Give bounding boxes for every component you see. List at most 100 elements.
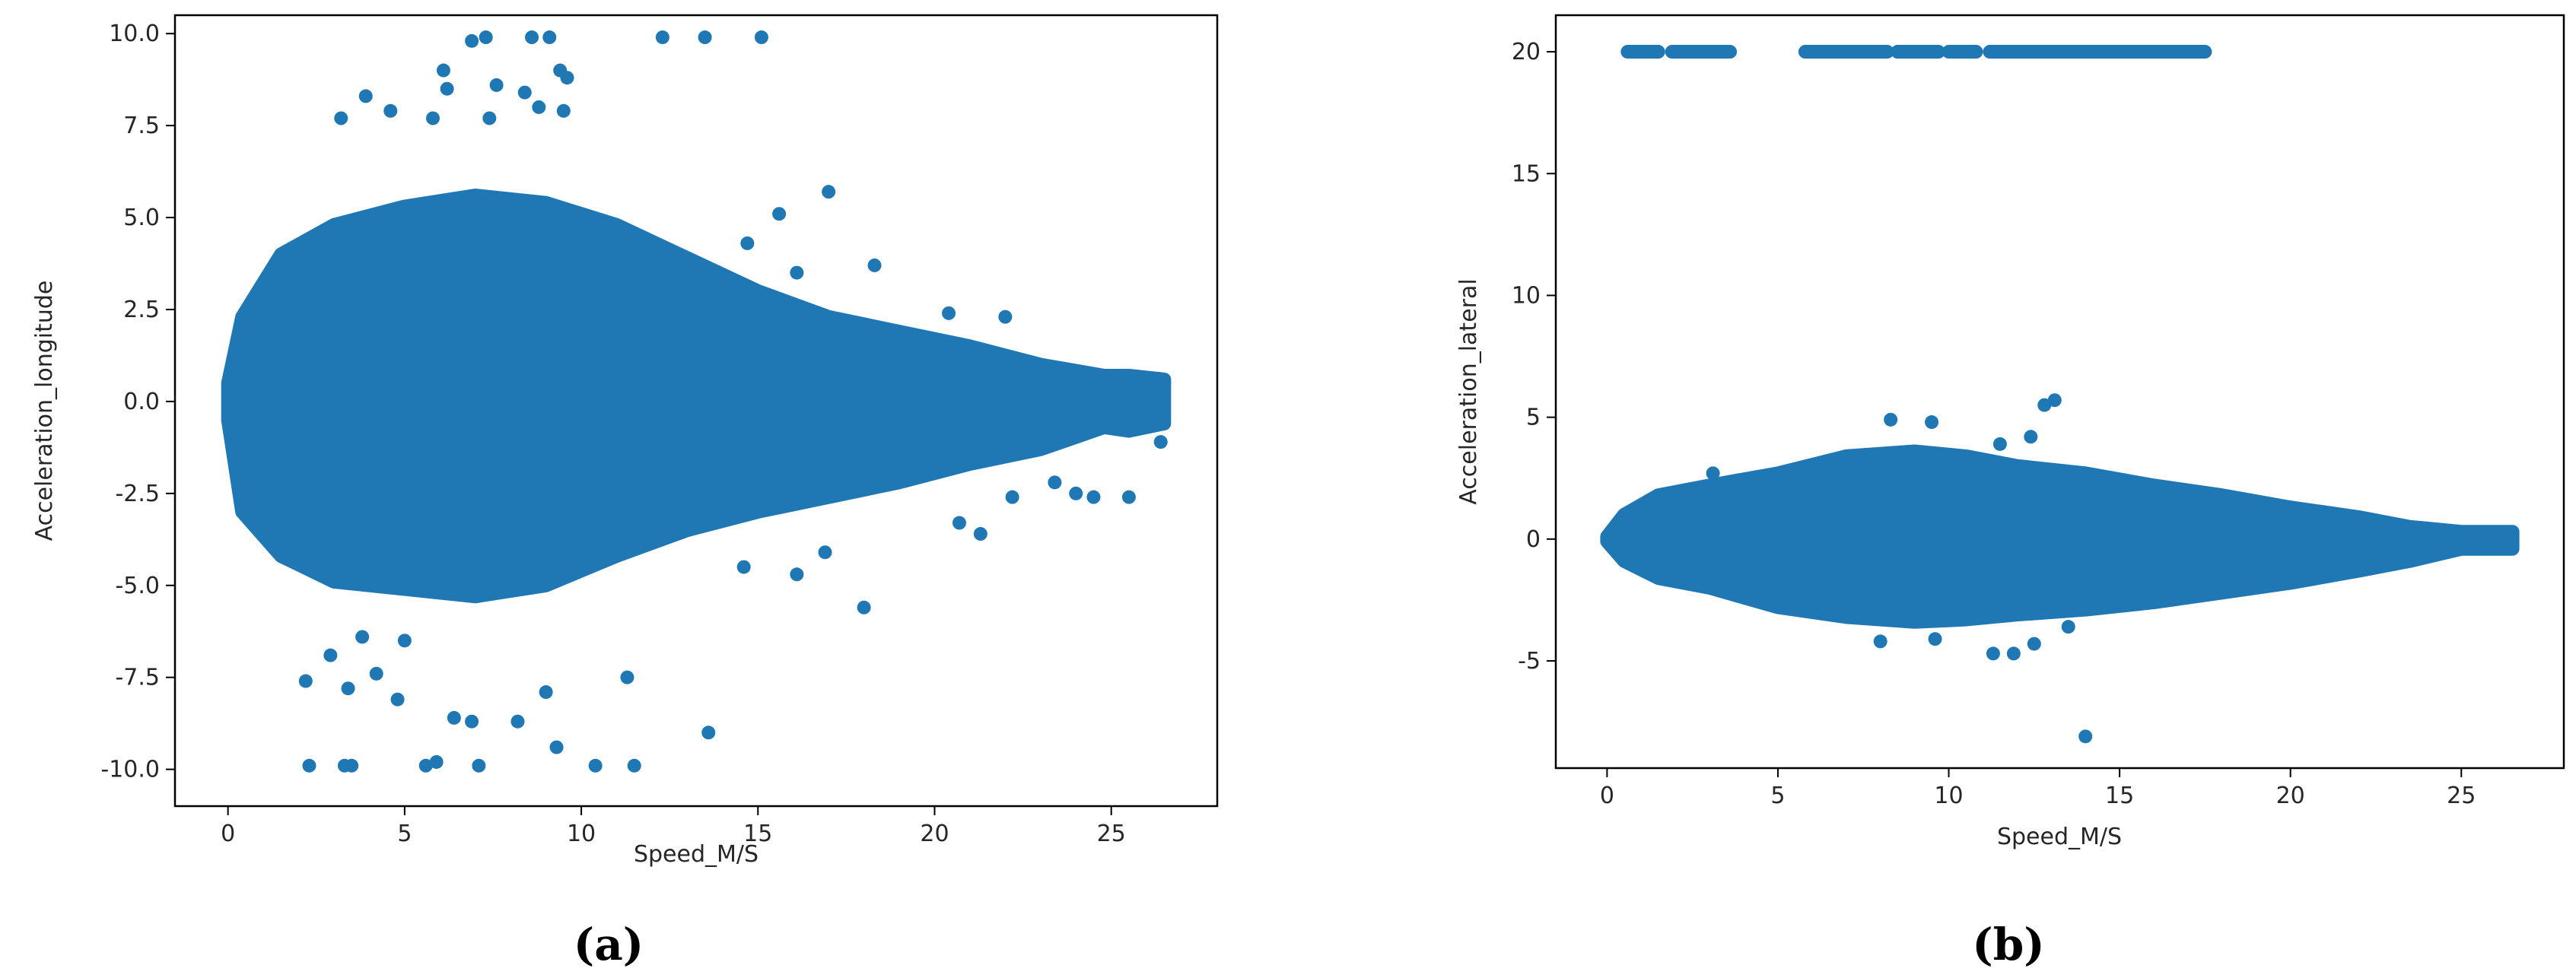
scatter-point [560, 71, 574, 85]
scatter-point [334, 111, 348, 125]
scatter-point [517, 85, 532, 100]
scatter-point [2047, 393, 2062, 408]
x-axis-label-b: Speed_M/S [1997, 824, 2122, 850]
scatter-points-b [1600, 45, 2520, 744]
scatter-point [429, 754, 444, 769]
scatter-point [790, 265, 804, 280]
scatter-point [556, 103, 571, 118]
scatter-point [1706, 466, 1720, 481]
y-tick-label: -10.0 [100, 757, 160, 783]
y-tick-label: 0.0 [123, 389, 160, 415]
y-tick-label: 2.5 [123, 297, 160, 323]
scatter-dense-band [221, 189, 1172, 604]
y-tick-label: -7.5 [115, 665, 160, 691]
scatter-point [539, 685, 553, 700]
scatter-point [532, 100, 546, 114]
scatter-point [1928, 632, 1942, 646]
scatter-point [298, 674, 313, 688]
scatter-point [1157, 376, 1172, 390]
x-tick-label: 10 [567, 821, 596, 847]
y-tick-label: 10 [1512, 282, 1541, 309]
scatter-point [1086, 490, 1101, 504]
scatter-point [2024, 430, 2038, 444]
x-tick-label: 20 [920, 821, 949, 847]
scatter-point [655, 30, 669, 45]
scatter-point [426, 111, 440, 125]
scatter-point [1925, 415, 1939, 430]
scatter-point [772, 207, 787, 221]
scatter-point [998, 310, 1013, 324]
scatter-point [390, 692, 405, 707]
x-tick-label: 15 [2105, 783, 2134, 809]
x-tick-label: 5 [397, 821, 412, 847]
scatter-point [620, 670, 634, 684]
y-tick-label: 20 [1512, 39, 1541, 65]
x-tick-label: 5 [1770, 783, 1785, 809]
y-axis-label-b: Acceleration_lateral [1455, 278, 1482, 504]
scatter-point [818, 545, 832, 560]
scatter-point [857, 600, 871, 614]
x-tick-label: 0 [221, 821, 235, 847]
scatter-point [472, 758, 486, 773]
y-axis-a: -10.0 -7.5 -5.0 -2.5 0.0 2.5 5.0 7.5 10.0 [100, 21, 175, 783]
scatter-point [549, 740, 564, 754]
scatter-point [369, 666, 383, 681]
panel-label-b: (b) [1972, 919, 2044, 970]
scatter-point [397, 633, 412, 648]
scatter-point [418, 758, 433, 773]
scatter-points-a [221, 30, 1172, 773]
panel-label-a: (a) [574, 919, 644, 970]
scatter-point [952, 516, 966, 530]
scatter-point [2420, 522, 2434, 537]
scatter-point [1048, 475, 1062, 490]
x-tick-label: 25 [2447, 783, 2476, 809]
scatter-point [510, 714, 525, 729]
x-tick-label: 15 [743, 821, 772, 847]
scatter-point [302, 758, 316, 773]
y-tick-label: -5 [1518, 648, 1541, 675]
scatter-point [465, 714, 479, 729]
scatter-point [482, 111, 497, 125]
scatter-point [588, 758, 603, 773]
scatter-point [2061, 620, 2075, 634]
scatter-point [1992, 437, 2007, 451]
scatter-point [2006, 646, 2021, 661]
scatter-point [440, 81, 454, 96]
scatter-point [740, 236, 755, 250]
scatter-point [2037, 398, 2052, 412]
scatter-point [2027, 637, 2041, 651]
scatter-point [1121, 490, 1136, 504]
y-tick-label: 0 [1526, 526, 1541, 553]
scatter-point [698, 30, 712, 45]
y-tick-label: 7.5 [123, 113, 160, 139]
scatter-point [345, 758, 359, 773]
scatter-point [736, 560, 751, 574]
scatter-point [1005, 490, 1019, 504]
scatter-point [1153, 435, 1168, 449]
chart-a: 0 5 10 15 20 25 -10.0 -7.5 -5.0 -2.5 0.0 2.5 5.0 7.5… [31, 14, 1219, 970]
scatter-point [822, 185, 836, 199]
x-tick-label: 20 [2276, 783, 2305, 809]
scatter-point [341, 681, 355, 696]
scatter-dense-band [1600, 444, 2520, 629]
y-tick-label: 5 [1526, 405, 1541, 431]
x-tick-label: 0 [1600, 783, 1614, 809]
scatter-point [1986, 646, 2000, 661]
scatter-point [489, 78, 504, 92]
y-axis-b: -5 0 5 10 15 20 [1512, 39, 1556, 675]
x-tick-label: 25 [1097, 821, 1126, 847]
scatter-point [447, 710, 461, 725]
x-axis-b: 0 5 10 15 20 25 [1600, 768, 2476, 809]
scatter-point [358, 89, 373, 103]
y-tick-label: 5.0 [123, 205, 160, 231]
chart-b: 0 5 10 15 20 25 -5 0 5 10 15 20 Speed_M/S Accelera… [1455, 14, 2565, 970]
scatter-point [790, 567, 804, 582]
scatter-point [942, 306, 956, 320]
scatter-point [1873, 634, 1887, 649]
scatter-point [383, 103, 398, 118]
y-tick-label: 10.0 [109, 21, 160, 47]
scatter-point [323, 648, 338, 662]
y-tick-label: -5.0 [115, 573, 160, 599]
scatter-point [627, 758, 641, 773]
